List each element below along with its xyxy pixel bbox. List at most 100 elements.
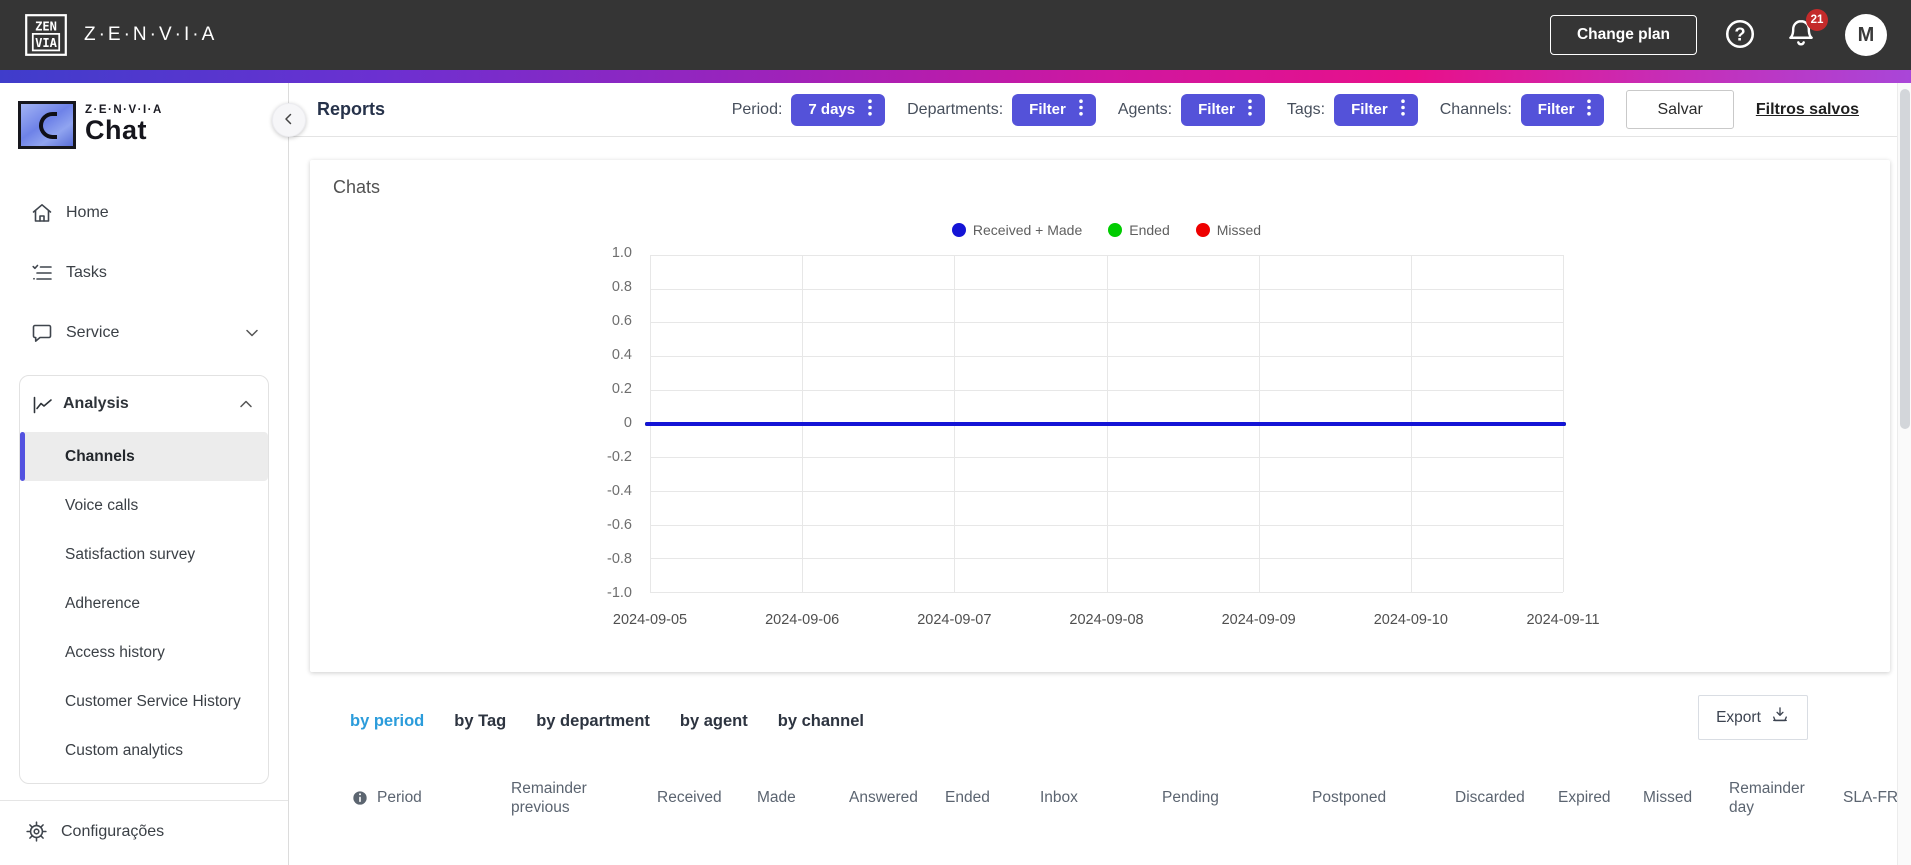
y-axis-tick: 0.2	[611, 381, 632, 398]
filter-button-label: Filter	[1351, 101, 1388, 118]
sidebar-item-settings[interactable]: Configurações	[0, 801, 288, 863]
filter-button-label: Filter	[1029, 101, 1066, 118]
y-axis-tick: 1.0	[611, 245, 632, 261]
chevron-left-icon	[280, 110, 298, 131]
sidebar-item-label: Service	[66, 324, 120, 341]
chat-logo-image	[18, 101, 76, 149]
legend-dot-red	[1195, 223, 1210, 237]
sidebar-item-home[interactable]: Home	[0, 183, 288, 243]
export-button-label: Export	[1716, 708, 1761, 726]
svg-text:VIA: VIA	[35, 36, 58, 50]
filter-label: Tags:	[1286, 100, 1326, 118]
x-axis-tick: 2024-09-06	[765, 612, 840, 628]
change-plan-button[interactable]: Change plan	[1549, 15, 1697, 55]
save-button[interactable]: Salvar	[1626, 90, 1734, 129]
notification-badge: 21	[1806, 8, 1828, 31]
departments-filter-button[interactable]: Filter	[1012, 93, 1096, 126]
filter-label: Period:	[731, 100, 783, 118]
tags-filter-button[interactable]: Filter	[1334, 93, 1418, 126]
channels-filter-button[interactable]: Filter	[1520, 93, 1605, 126]
column-header-ended: Ended	[945, 789, 990, 807]
scrollbar-thumb[interactable]	[1900, 89, 1910, 429]
chart-y-axis: 1.0 0.8 0.6 0.4 0.2 0 -0.2 -0.4 -0.6 -0.8 -1.0	[572, 246, 632, 601]
sidebar-collapse-button[interactable]	[272, 103, 306, 137]
filter-group-channels: Channels: Filter	[1439, 93, 1605, 126]
column-header-remainder-previous: Remainder previous	[511, 779, 587, 816]
topbar-actions: Change plan ? 21 M	[1549, 8, 1887, 56]
kebab-icon	[868, 99, 872, 120]
kebab-icon	[1400, 99, 1405, 120]
filter-group-tags: Tags: Filter	[1286, 93, 1418, 126]
sidebar-item-analysis[interactable]: Analysis	[20, 376, 268, 432]
avatar[interactable]: M	[1845, 14, 1887, 56]
tab-by-agent[interactable]: by agent	[679, 711, 748, 730]
sidebar-item-label: Access history	[65, 643, 165, 661]
kebab-icon	[1248, 99, 1252, 120]
accent-gradient-bar	[0, 70, 1911, 83]
y-axis-tick: -0.8	[607, 551, 632, 568]
notifications-button[interactable]: 21	[1783, 8, 1828, 55]
sidebar-item-label: Voice calls	[65, 496, 139, 514]
column-header-received: Received	[657, 789, 722, 807]
column-header-missed: Missed	[1643, 789, 1693, 807]
sidebar-item-satisfaction-survey[interactable]: Satisfaction survey	[20, 530, 268, 579]
chart-plot	[645, 255, 1566, 593]
report-table-header: Period Remainder previous Received Made …	[289, 763, 1911, 833]
column-header-inbox: Inbox	[1040, 789, 1078, 807]
filter-group-departments: Departments: Filter	[907, 93, 1096, 126]
sidebar-item-custom-analytics[interactable]: Custom analytics	[20, 726, 268, 775]
sidebar-item-tasks[interactable]: Tasks	[0, 243, 288, 303]
legend-item-received-made: Received + Made	[951, 222, 1082, 238]
sidebar-nav: Home Tasks Service	[0, 183, 288, 863]
legend-item-ended: Ended	[1108, 222, 1170, 238]
x-axis-tick: 2024-09-08	[1069, 612, 1144, 628]
sidebar-item-adherence[interactable]: Adherence	[20, 579, 268, 628]
tasks-icon	[30, 261, 54, 285]
x-axis-tick: 2024-09-07	[917, 612, 992, 628]
legend-label: Ended	[1129, 222, 1170, 238]
filter-label: Channels:	[1439, 100, 1512, 118]
tab-by-tag[interactable]: by Tag	[454, 711, 507, 730]
vertical-scrollbar[interactable]	[1897, 83, 1911, 865]
tab-by-period[interactable]: by period	[350, 711, 425, 730]
zenvia-chat-logo: Z·E·N·V·I·A Chat	[18, 97, 288, 153]
gear-icon	[25, 820, 49, 844]
svg-text:ZEN: ZEN	[35, 20, 57, 34]
x-axis-tick: 2024-09-10	[1373, 612, 1448, 628]
sidebar-item-access-history[interactable]: Access history	[20, 628, 268, 677]
agents-filter-button[interactable]: Filter	[1181, 93, 1265, 126]
tab-by-channel[interactable]: by channel	[777, 711, 864, 730]
help-button[interactable]: ?	[1723, 17, 1757, 54]
sidebar-item-channels[interactable]: Channels	[20, 432, 268, 481]
chat-bubble-icon	[30, 321, 54, 345]
y-axis-tick: 0.8	[611, 279, 632, 296]
filter-button-label: Filter	[1537, 101, 1575, 118]
page-title: Reports	[317, 99, 386, 119]
sidebar-item-service[interactable]: Service	[0, 303, 288, 363]
info-icon[interactable]	[352, 790, 368, 806]
download-icon	[1770, 705, 1790, 730]
saved-filters-link[interactable]: Filtros salvos	[1755, 100, 1859, 118]
home-icon	[30, 201, 54, 225]
period-filter-button[interactable]: 7 days	[791, 93, 886, 126]
chevron-up-icon	[236, 394, 256, 414]
tab-by-department[interactable]: by department	[536, 711, 650, 730]
y-axis-tick: 0.6	[611, 313, 632, 330]
analysis-group: Analysis Channels Voice calls Satisfacti…	[19, 375, 269, 784]
sidebar-item-label: Satisfaction survey	[65, 545, 196, 563]
sidebar-item-label: Channels	[65, 447, 135, 465]
export-button[interactable]: Export	[1698, 695, 1808, 740]
sidebar-divider	[0, 800, 288, 801]
filter-label: Departments:	[907, 100, 1004, 118]
sidebar-item-voice-calls[interactable]: Voice calls	[20, 481, 268, 530]
legend-dot-blue	[951, 223, 966, 237]
brand-text: Z·E·N·V·I·A	[84, 24, 218, 45]
report-tabs: by period by Tag by department by agent …	[350, 700, 864, 742]
series-line-received-made	[645, 421, 1566, 426]
line-chart-icon	[31, 392, 55, 416]
column-header-pending: Pending	[1162, 789, 1219, 807]
topbar: ZEN VIA Z·E·N·V·I·A Change plan ? 21	[0, 0, 1911, 70]
zenvia-logo-icon: ZEN VIA	[24, 13, 68, 57]
sidebar-item-customer-service-history[interactable]: Customer Service History	[20, 677, 268, 726]
chats-chart-card: Chats Received + Made Ended Missed 1.0 0.…	[310, 160, 1890, 672]
